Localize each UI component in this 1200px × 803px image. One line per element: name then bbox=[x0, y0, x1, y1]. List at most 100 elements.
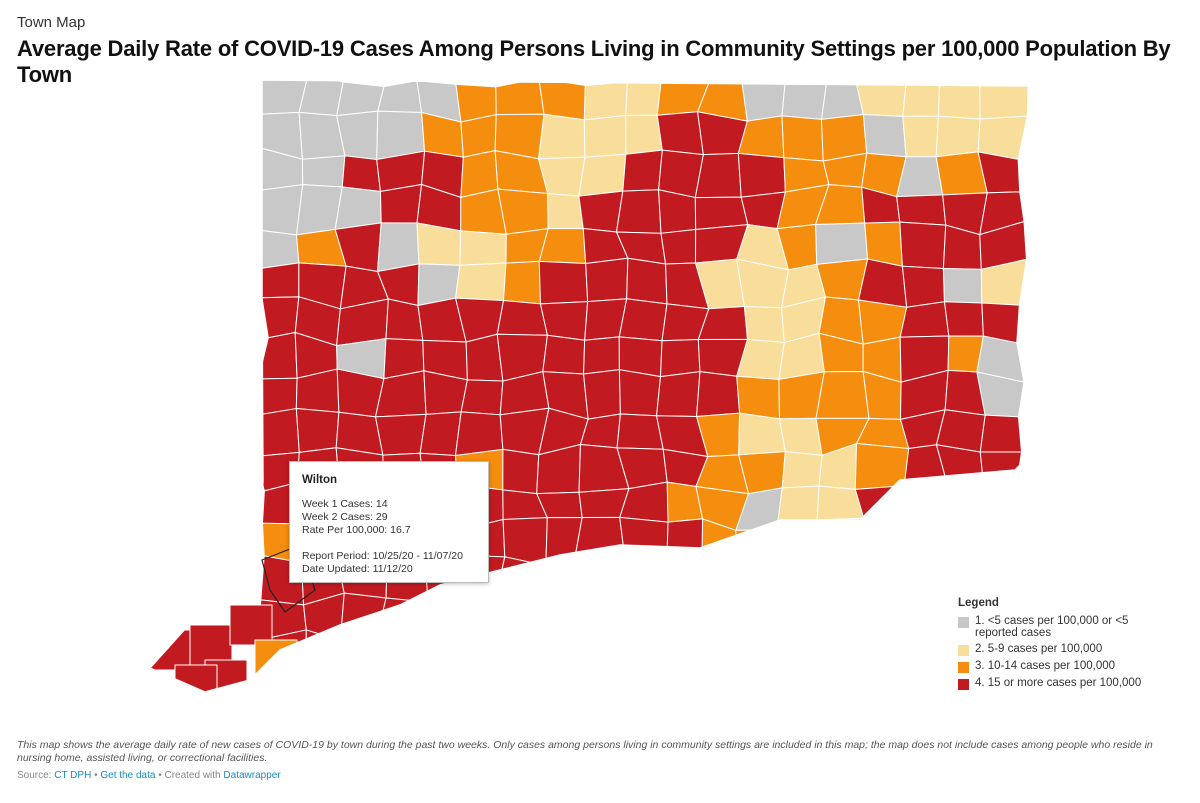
town-shape[interactable] bbox=[895, 601, 949, 636]
town-shape[interactable] bbox=[625, 114, 663, 155]
town-shape[interactable] bbox=[943, 301, 984, 337]
town-shape[interactable] bbox=[785, 594, 827, 636]
town-shape[interactable] bbox=[696, 371, 741, 418]
town-shape[interactable] bbox=[583, 369, 621, 420]
town-shape[interactable] bbox=[150, 629, 193, 671]
town-shape[interactable] bbox=[257, 331, 298, 380]
town-shape[interactable] bbox=[580, 596, 625, 636]
town-shape[interactable] bbox=[978, 522, 1028, 565]
town-shape[interactable] bbox=[816, 517, 865, 562]
town-shape[interactable] bbox=[902, 115, 939, 158]
town-shape[interactable] bbox=[336, 81, 385, 117]
town-shape[interactable] bbox=[734, 670, 788, 710]
town-shape[interactable] bbox=[502, 448, 540, 495]
town-shape[interactable] bbox=[859, 596, 903, 643]
town-shape[interactable] bbox=[577, 673, 629, 706]
town-shape[interactable] bbox=[666, 555, 703, 603]
town-shape[interactable] bbox=[935, 444, 985, 490]
town-shape[interactable] bbox=[618, 369, 662, 417]
town-shape[interactable] bbox=[776, 485, 820, 531]
town-shape[interactable] bbox=[658, 630, 700, 679]
town-shape[interactable] bbox=[537, 113, 586, 160]
town-shape[interactable] bbox=[979, 74, 1029, 120]
town-shape[interactable] bbox=[862, 114, 907, 158]
town-shape[interactable] bbox=[781, 451, 823, 489]
town-shape[interactable] bbox=[462, 597, 499, 635]
town-shape[interactable] bbox=[174, 664, 218, 705]
town-shape[interactable] bbox=[735, 561, 787, 605]
town-shape[interactable] bbox=[345, 669, 389, 710]
town-shape[interactable] bbox=[460, 114, 497, 158]
town-shape[interactable] bbox=[583, 114, 627, 158]
town-shape[interactable] bbox=[455, 262, 507, 302]
town-shape[interactable] bbox=[495, 597, 543, 641]
town-shape[interactable] bbox=[656, 111, 704, 156]
town-shape[interactable] bbox=[547, 192, 584, 230]
town-shape[interactable] bbox=[622, 149, 663, 192]
town-shape[interactable] bbox=[781, 115, 824, 162]
town-shape[interactable] bbox=[625, 73, 663, 116]
source-link[interactable]: CT DPH bbox=[54, 770, 92, 781]
town-shape[interactable] bbox=[189, 624, 233, 666]
town-shape[interactable] bbox=[574, 555, 626, 601]
town-shape[interactable] bbox=[735, 529, 781, 567]
town-shape[interactable] bbox=[694, 599, 749, 633]
town-shape[interactable] bbox=[694, 628, 749, 679]
town-shape[interactable] bbox=[585, 257, 629, 303]
town-shape[interactable] bbox=[900, 554, 949, 606]
town-shape[interactable] bbox=[738, 412, 786, 456]
town-shape[interactable] bbox=[659, 339, 701, 378]
town-shape[interactable] bbox=[381, 675, 429, 708]
town-shape[interactable] bbox=[538, 78, 586, 121]
town-shape[interactable] bbox=[301, 155, 346, 188]
town-shape[interactable] bbox=[819, 670, 867, 708]
town-shape[interactable] bbox=[894, 627, 948, 666]
town-shape[interactable] bbox=[254, 407, 300, 457]
town-shape[interactable] bbox=[258, 674, 309, 710]
town-shape[interactable] bbox=[776, 519, 818, 563]
town-shape[interactable] bbox=[694, 555, 747, 602]
town-shape[interactable] bbox=[656, 371, 701, 418]
town-shape[interactable] bbox=[904, 664, 946, 710]
town-shape[interactable] bbox=[542, 334, 586, 375]
town-shape[interactable] bbox=[620, 593, 668, 641]
town-shape[interactable] bbox=[379, 183, 423, 224]
town-shape[interactable] bbox=[460, 379, 504, 416]
town-shape[interactable] bbox=[694, 152, 742, 199]
town-shape[interactable] bbox=[741, 74, 787, 122]
town-shape[interactable] bbox=[385, 298, 424, 341]
town-shape[interactable] bbox=[979, 414, 1023, 453]
town-shape[interactable] bbox=[538, 667, 586, 710]
town-shape[interactable] bbox=[854, 664, 906, 710]
town-shape[interactable] bbox=[658, 189, 697, 234]
town-shape[interactable] bbox=[229, 604, 273, 646]
datawrapper-link[interactable]: Datawrapper bbox=[223, 770, 281, 781]
town-shape[interactable] bbox=[545, 516, 583, 567]
town-shape[interactable] bbox=[660, 228, 697, 265]
town-shape[interactable] bbox=[583, 81, 628, 121]
town-shape[interactable] bbox=[334, 186, 382, 230]
town-shape[interactable] bbox=[896, 194, 947, 226]
town-shape[interactable] bbox=[820, 76, 864, 120]
town-shape[interactable] bbox=[626, 257, 668, 305]
town-shape[interactable] bbox=[454, 411, 504, 457]
town-shape[interactable] bbox=[937, 81, 981, 120]
town-shape[interactable] bbox=[860, 554, 907, 606]
town-shape[interactable] bbox=[982, 484, 1028, 532]
town-shape[interactable] bbox=[618, 671, 660, 709]
town-shape[interactable] bbox=[418, 668, 460, 708]
town-shape[interactable] bbox=[258, 184, 304, 236]
town-shape[interactable] bbox=[377, 80, 423, 114]
town-shape[interactable] bbox=[863, 517, 907, 561]
get-data-link[interactable]: Get the data bbox=[100, 770, 156, 781]
town-shape[interactable] bbox=[736, 375, 781, 420]
town-shape[interactable] bbox=[899, 301, 950, 338]
town-shape[interactable] bbox=[459, 230, 507, 266]
town-shape[interactable] bbox=[854, 485, 906, 530]
town-shape[interactable] bbox=[341, 155, 382, 193]
town-shape[interactable] bbox=[261, 296, 300, 339]
town-shape[interactable] bbox=[939, 518, 989, 566]
town-shape[interactable] bbox=[418, 628, 464, 677]
town-shape[interactable] bbox=[540, 555, 586, 606]
town-shape[interactable] bbox=[619, 634, 667, 675]
